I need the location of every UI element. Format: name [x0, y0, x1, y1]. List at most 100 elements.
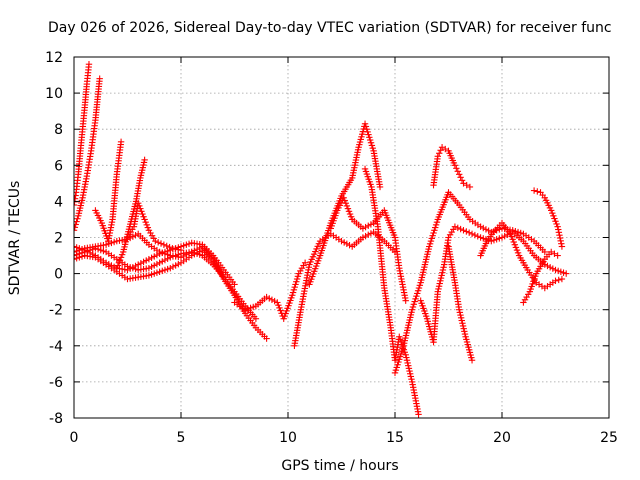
y-tick-label: 12	[45, 50, 63, 66]
series-sat-l	[306, 120, 384, 288]
data-point	[74, 201, 78, 209]
interp-point	[366, 136, 374, 144]
interp-point	[366, 134, 373, 141]
data-point	[340, 194, 347, 201]
series-sat-t	[530, 187, 566, 250]
interp-point	[364, 128, 371, 136]
interp-point	[428, 235, 436, 242]
interp-point	[117, 254, 125, 261]
interp-point	[74, 224, 79, 231]
data-point	[438, 144, 446, 151]
series-sat-i	[124, 200, 185, 254]
data-point	[402, 297, 409, 304]
interp-point	[552, 218, 559, 225]
data-point	[274, 299, 281, 306]
interp-point	[463, 181, 470, 189]
interp-point	[346, 210, 354, 218]
data-point	[434, 153, 441, 160]
x-tick-label: 20	[493, 430, 511, 446]
data-point	[541, 248, 548, 256]
data-point	[96, 75, 103, 82]
data-point	[554, 252, 561, 259]
interp-point	[141, 216, 148, 223]
interp-point	[137, 205, 144, 212]
series-sat-g	[92, 138, 125, 245]
interp-point	[397, 350, 405, 358]
interp-point	[438, 272, 445, 279]
series-sat-n	[361, 165, 422, 418]
interp-point	[430, 229, 437, 237]
interp-point	[163, 242, 170, 250]
data-point	[554, 223, 561, 230]
interp-point	[436, 150, 443, 157]
interp-point	[439, 266, 447, 274]
interp-point	[550, 212, 557, 220]
interp-point	[534, 188, 541, 195]
interp-point	[415, 284, 423, 292]
interp-point	[405, 365, 413, 372]
data-point	[468, 357, 476, 364]
interp-point	[556, 234, 564, 242]
marks-clip-group	[74, 61, 570, 418]
interp-point	[508, 233, 515, 240]
interp-point	[396, 353, 404, 360]
interp-point	[294, 273, 302, 280]
interp-point	[166, 243, 173, 251]
y-tick-label: 10	[45, 86, 63, 102]
interp-point	[556, 231, 563, 239]
data-point	[468, 230, 476, 238]
data-point	[460, 227, 467, 234]
series-sat-b	[74, 246, 260, 322]
interp-point	[412, 295, 419, 303]
interp-point	[457, 225, 464, 233]
interp-point	[465, 229, 473, 236]
series-sat-m	[327, 194, 409, 304]
interp-point	[426, 240, 434, 248]
interp-point	[411, 298, 418, 305]
x-tick-labels: 0 5 10 15 20 25	[70, 430, 618, 446]
series-sat-e	[74, 61, 93, 209]
data-point	[152, 237, 159, 245]
series-sat-d	[74, 245, 227, 281]
data-point	[252, 315, 260, 322]
interp-point	[345, 208, 353, 215]
data-marks	[74, 61, 570, 418]
data-point	[558, 243, 566, 250]
interp-point	[362, 123, 370, 130]
interp-point	[432, 221, 440, 229]
interp-point	[459, 322, 467, 330]
data-point	[160, 241, 168, 248]
interp-point	[551, 250, 558, 257]
y-tick-label: 0	[54, 267, 63, 283]
interp-point	[437, 277, 444, 285]
data-point	[456, 171, 463, 178]
interp-point	[429, 232, 436, 239]
series-sat-r	[445, 243, 476, 364]
interp-point	[435, 285, 442, 293]
interp-point	[347, 213, 355, 220]
interp-point	[342, 200, 349, 207]
data-point	[548, 207, 555, 214]
tick-marks	[73, 56, 610, 419]
interp-point	[293, 278, 300, 285]
data-point	[141, 156, 148, 164]
series-sat-k	[291, 228, 399, 349]
data-point	[74, 227, 78, 234]
interp-point	[509, 236, 516, 243]
interp-point	[407, 373, 415, 380]
series-sat-p	[417, 223, 570, 346]
data-point	[113, 264, 120, 272]
interp-point	[289, 289, 297, 296]
interp-point	[458, 317, 465, 324]
interp-point	[136, 202, 143, 210]
interp-point	[406, 367, 413, 375]
data-point	[85, 61, 93, 68]
interp-point	[433, 218, 441, 226]
interp-point	[408, 375, 415, 383]
data-point	[507, 230, 514, 238]
interp-point	[118, 251, 126, 258]
interp-point	[367, 139, 375, 146]
interp-point	[551, 215, 558, 222]
data-point	[548, 248, 555, 256]
